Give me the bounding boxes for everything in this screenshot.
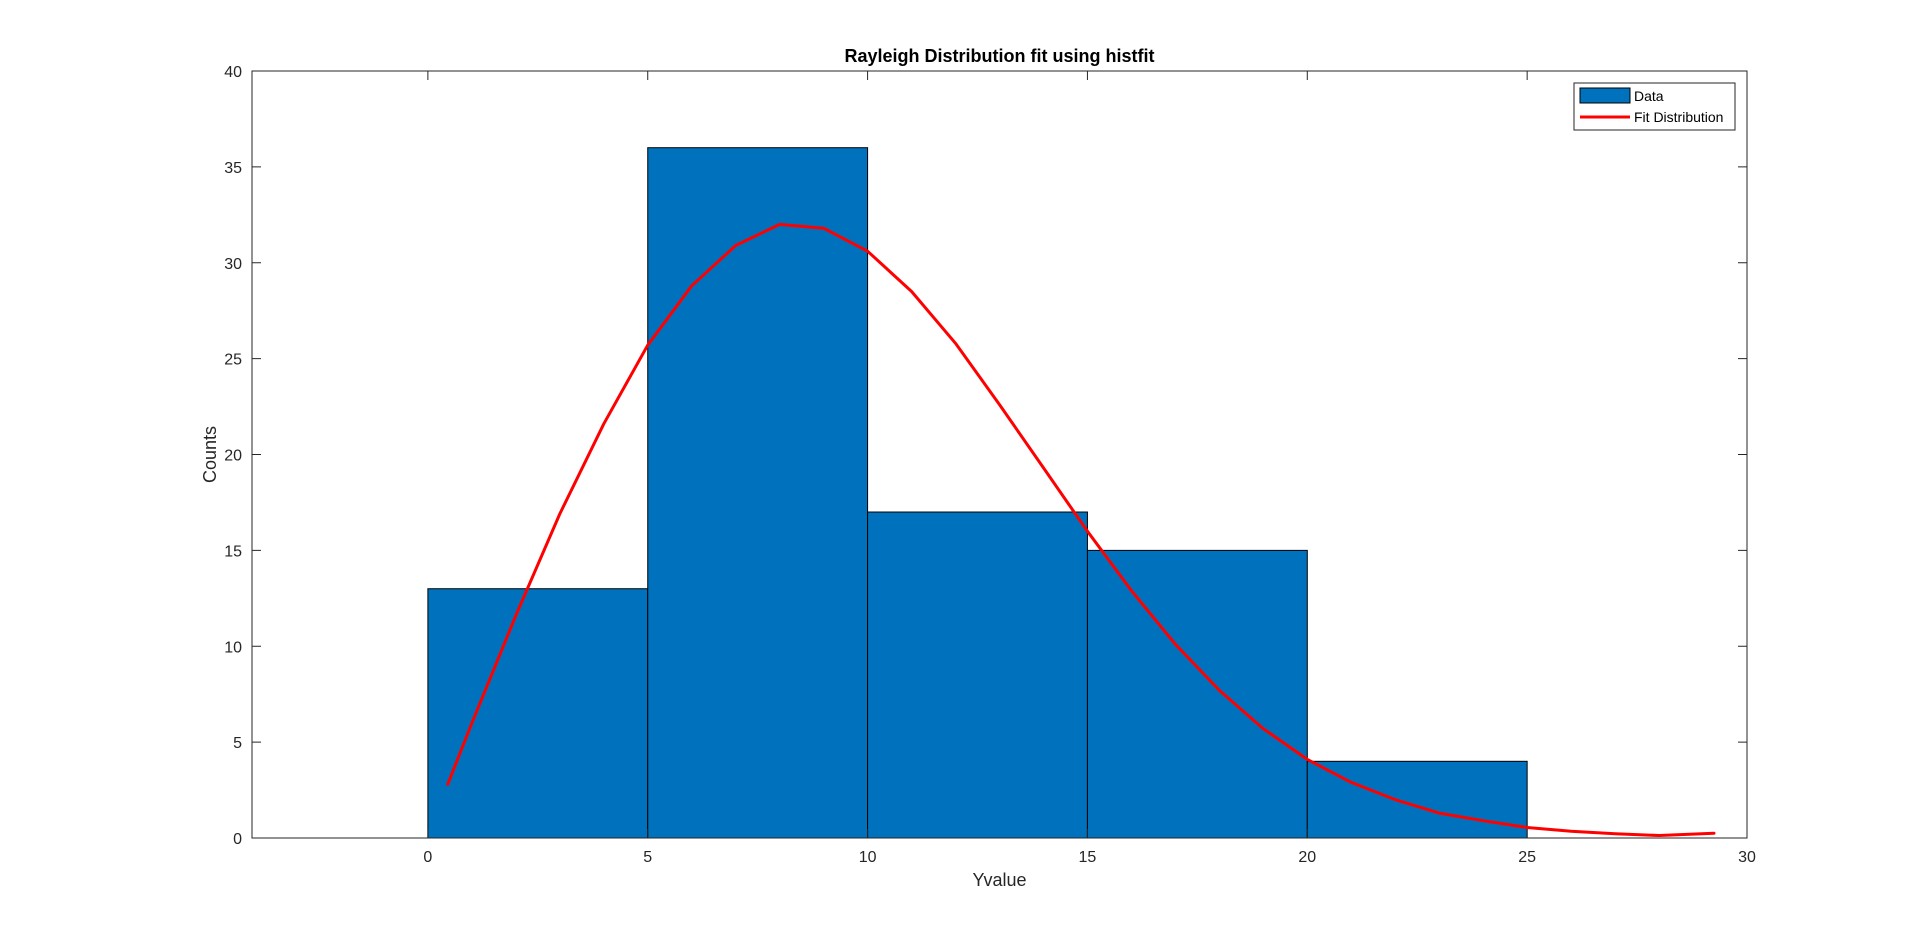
y-tick-label: 0 (233, 831, 242, 848)
curve-layer (446, 222, 1716, 837)
y-tick-label: 5 (233, 735, 242, 752)
bars-layer (427, 147, 1528, 839)
x-tick-label: 5 (643, 849, 652, 866)
y-tick-label: 20 (224, 448, 242, 465)
x-axis-label: Yvalue (972, 870, 1026, 890)
x-tick-label: 20 (1298, 849, 1316, 866)
histogram-bar (1086, 549, 1308, 839)
legend-data-label: Data (1634, 88, 1664, 104)
y-tick-label: 25 (224, 352, 242, 369)
x-tick-label: 25 (1518, 849, 1536, 866)
fit-distribution-line (446, 222, 1716, 837)
y-tick-label: 35 (224, 160, 242, 177)
histogram-bar (647, 147, 869, 839)
histogram-bar (427, 588, 649, 839)
x-tick-label: 10 (859, 849, 877, 866)
y-tick-label: 15 (224, 543, 242, 560)
histogram-bar (867, 511, 1088, 839)
histogram-bar (1306, 760, 1528, 839)
y-tick-label: 10 (224, 639, 242, 656)
x-tick-label: 15 (1079, 849, 1097, 866)
y-tick-label: 40 (224, 64, 242, 81)
x-tick-label: 30 (1738, 849, 1756, 866)
chart-title: Rayleigh Distribution fit using histfit (845, 46, 1155, 66)
y-axis-label: Counts (200, 426, 220, 483)
ticks-layer: 0 5 10 15 20 25 30 0 5 10 15 20 25 30 35 40 (224, 64, 1756, 866)
y-tick-label: 30 (224, 256, 242, 273)
legend-fit-label: Fit Distribution (1634, 109, 1723, 125)
x-tick-label: 0 (423, 849, 432, 866)
legend-data-swatch (1579, 87, 1631, 104)
legend[interactable]: Data Fit Distribution (1573, 82, 1736, 131)
